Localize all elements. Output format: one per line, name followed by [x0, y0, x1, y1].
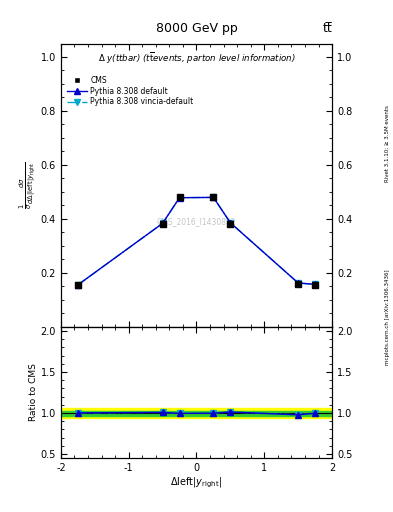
Text: mcplots.cern.ch [arXiv:1306.3436]: mcplots.cern.ch [arXiv:1306.3436] [385, 270, 389, 365]
Text: tt̅: tt̅ [322, 22, 332, 34]
Y-axis label: $\frac{1}{\sigma}\frac{d\sigma}{d\Delta|\mathrm{left}|y_{\mathrm{right}}}$: $\frac{1}{\sigma}\frac{d\sigma}{d\Delta|… [17, 161, 38, 209]
Y-axis label: Ratio to CMS: Ratio to CMS [29, 364, 38, 421]
Text: 8000 GeV pp: 8000 GeV pp [156, 22, 237, 34]
Bar [61, 411, 332, 416]
Bar [61, 408, 332, 418]
Legend: CMS, Pythia 8.308 default, Pythia 8.308 vincia-default: CMS, Pythia 8.308 default, Pythia 8.308 … [68, 76, 194, 106]
Text: $\Delta$ y(ttbar) (t$\overline{\rm t}$events, parton level information): $\Delta$ y(ttbar) (t$\overline{\rm t}$ev… [97, 51, 296, 66]
Text: CMS_2016_I1430892: CMS_2016_I1430892 [157, 218, 236, 226]
Text: Rivet 3.1.10; ≥ 3.5M events: Rivet 3.1.10; ≥ 3.5M events [385, 105, 389, 182]
X-axis label: $\Delta\mathrm{left}|y_{\mathrm{right}}|$: $\Delta\mathrm{left}|y_{\mathrm{right}}|… [171, 476, 222, 490]
